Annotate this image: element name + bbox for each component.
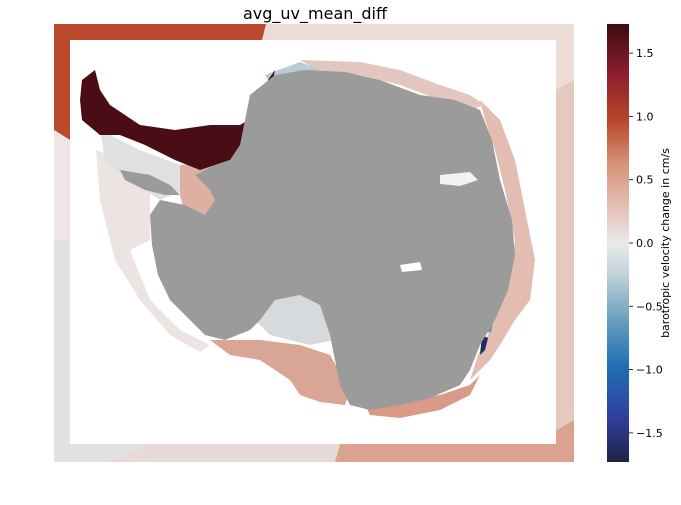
shelf-region-southeast — [360, 375, 480, 418]
ice-shelf-east — [440, 172, 478, 186]
map-panel — [54, 24, 574, 462]
shelf-region-ross — [210, 340, 350, 405]
colorbar-tick-label: −1.0 — [636, 364, 663, 377]
plot-title: avg_uv_mean_diff — [243, 4, 388, 24]
colorbar-ticks: 1.5 1.0 0.5 0.0 −0.5 −1.0 −1.5 — [629, 47, 663, 440]
ocean-sector-southeast — [335, 420, 574, 462]
colorbar-tick-label: 0.5 — [636, 174, 654, 187]
shelf-region-east — [470, 100, 535, 380]
shelf-region-ross-sea — [255, 295, 335, 345]
ocean-sector-west — [54, 24, 266, 140]
ocean-sector-east — [556, 80, 574, 430]
colorbar-tick-label: 1.5 — [636, 47, 654, 60]
colorbar: 1.5 1.0 0.5 0.0 −0.5 −1.0 −1.5 barotropic velo… — [607, 24, 672, 462]
peninsula-tip — [120, 170, 180, 195]
peninsula-positive-anomaly — [80, 70, 275, 170]
colorbar-label: barotropic velocity change in cm/s — [659, 148, 672, 338]
antarctica-landmass — [150, 70, 515, 410]
colorbar-tick-label: −0.5 — [636, 300, 663, 313]
colorbar-tick-label: −1.5 — [636, 427, 663, 440]
shelf-region-southwest — [96, 150, 210, 352]
ice-shelf-interior — [400, 262, 422, 272]
ocean-sector-southwest — [54, 240, 150, 462]
ocean-sector-south — [110, 444, 340, 462]
colorbar-gradient — [607, 24, 629, 462]
colorbar-tick-label: 1.0 — [636, 110, 654, 123]
colorbar-tick-label: 0.0 — [636, 237, 654, 250]
ocean-sector-west-lower — [54, 130, 70, 240]
